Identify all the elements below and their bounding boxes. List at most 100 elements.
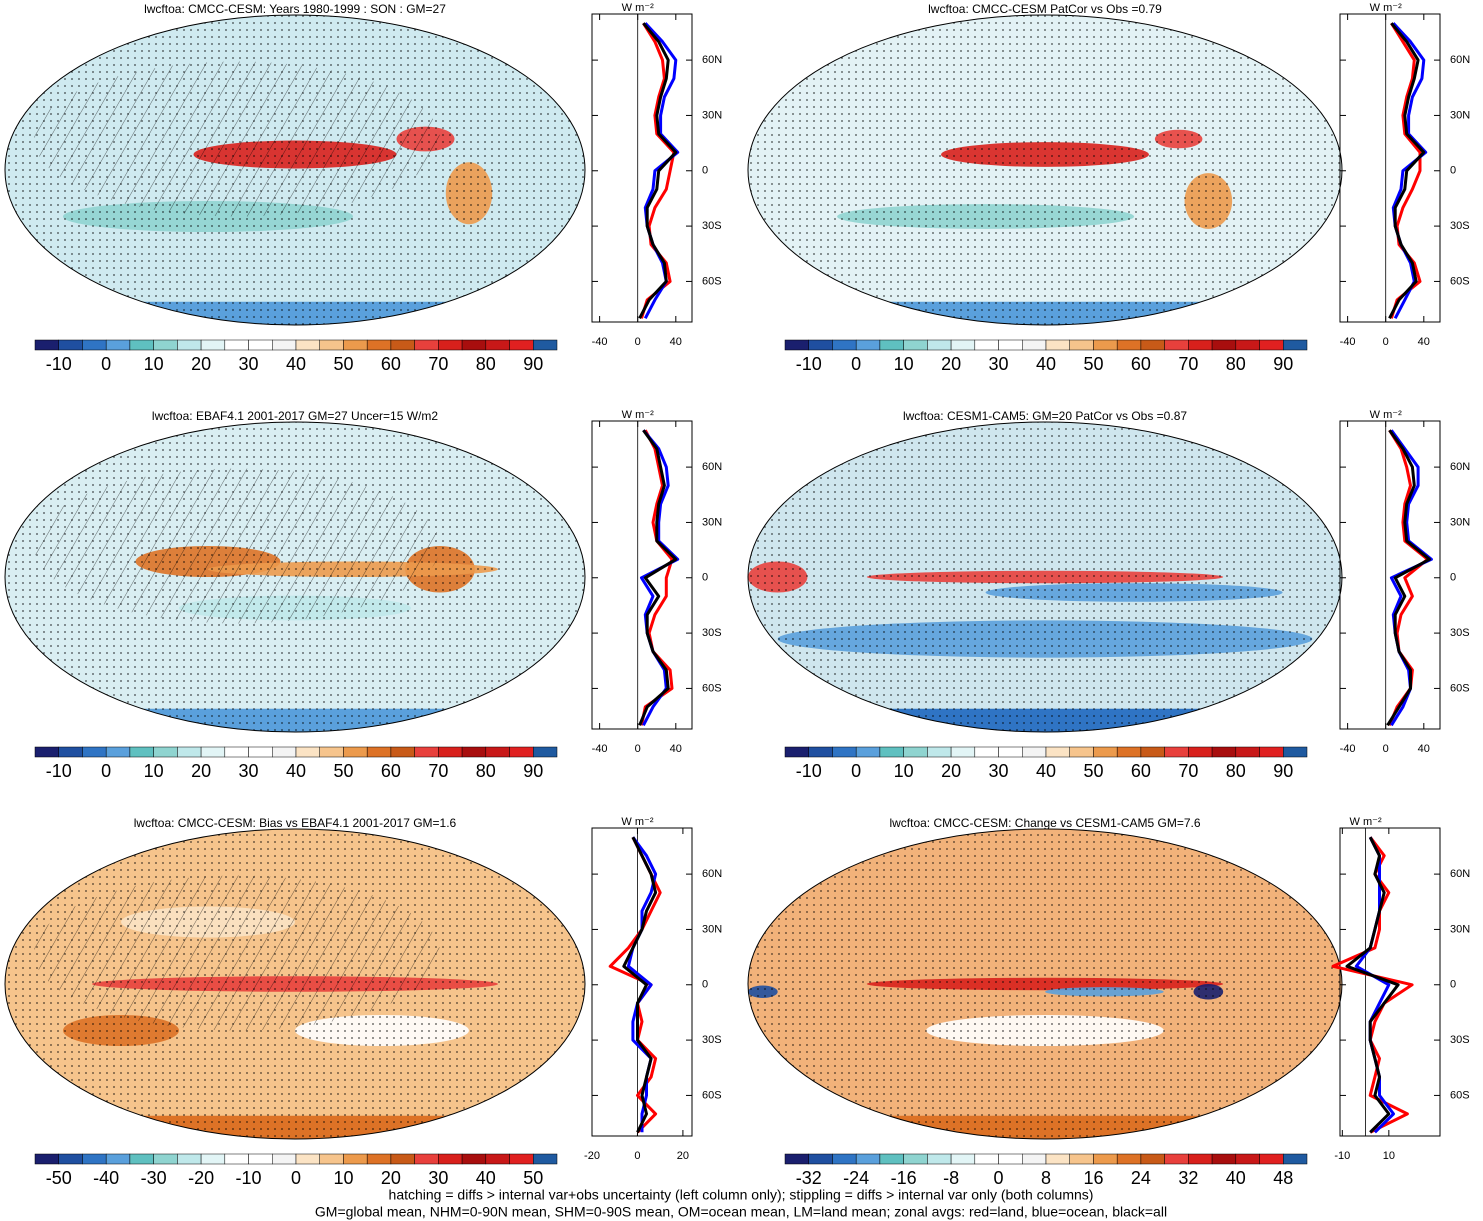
colorbar-box [1069,339,1094,351]
colorbar-box [1045,339,1070,351]
x-tick-label: 10 [1383,1150,1395,1162]
colorbar-box [461,339,487,351]
colorbar-label: 80 [476,761,496,781]
y-tick-label: 0 [1450,165,1456,177]
zonal-line [638,22,678,319]
colorbar-box [414,746,439,758]
x-tick-label: 20 [677,1150,689,1162]
y-tick-label: 60N [1450,54,1470,66]
colorbar-box [998,746,1023,758]
panel-title: lwcftoa: EBAF4.1 2001-2017 GM=27 Uncer=1… [152,409,438,423]
colorbar-label: 50 [523,1168,543,1188]
colorbar-label: -30 [141,1168,167,1188]
colorbar-box [927,746,952,758]
hatching [34,875,440,1031]
colorbar-label: 24 [1131,1168,1151,1188]
colorbar-box [927,339,952,351]
colorbar-box [177,1153,202,1165]
colorbar-box [461,746,487,758]
colorbar-box [832,746,857,758]
map [5,15,585,325]
map-outline [747,14,1343,326]
y-tick-label: 30S [702,627,722,639]
colorbar-box [808,1153,833,1165]
colorbar-box [1259,746,1284,758]
colorbar-label: 50 [1083,354,1103,374]
colorbar-box [1022,339,1047,351]
stippling [748,829,1342,1139]
colorbar-box [343,1153,368,1165]
colorbar-label: 30 [239,761,259,781]
colorbar-box [998,1153,1023,1165]
colorbar-box [1235,339,1260,351]
colorbar-label: 32 [1178,1168,1198,1188]
y-tick-label: 30N [702,109,722,121]
zonal-frame [591,13,693,323]
x-tick-label: 40 [670,336,682,348]
colorbar-box [414,339,439,351]
colorbar-label: 16 [1083,1168,1103,1188]
colorbar-box [950,1153,976,1165]
zonal-frame [591,420,693,730]
colorbar-box [82,339,107,351]
colorbar-box [224,339,249,351]
x-axis-label: W m⁻² [621,816,653,828]
colorbar-box [272,746,297,758]
colorbar-box [784,746,809,758]
colorbar-box [950,746,976,758]
colorbar-label: 20 [191,354,211,374]
colorbar-box [1211,339,1237,351]
colorbar-box [832,339,857,351]
colorbar-box [784,339,809,351]
colorbar-label: -10 [46,354,72,374]
colorbar-box [461,1153,487,1165]
colorbar-box [1022,1153,1047,1165]
x-axis-label: W m⁻² [1350,816,1382,828]
colorbar-box [200,1153,226,1165]
colorbar-box [1022,746,1047,758]
colorbar-box [1093,746,1118,758]
colorbar-label: 40 [286,761,306,781]
colorbar-box [129,339,154,351]
colorbar-box [903,746,928,758]
map [748,829,1342,1139]
colorbar-label: 40 [1036,761,1056,781]
colorbar-box [177,746,202,758]
colorbar-box [879,1153,904,1165]
map [748,15,1342,325]
colorbar-label: 60 [381,354,401,374]
colorbar-box [295,746,320,758]
colorbar-box [1283,746,1308,758]
colorbar-box [1116,339,1142,351]
colorbar-label: 60 [1131,761,1151,781]
zonal-line [640,22,676,319]
colorbar-box [34,339,59,351]
x-tick-label: -40 [592,743,608,755]
colorbar-label: 90 [523,354,543,374]
colorbar-box [129,746,154,758]
colorbar-box [438,746,463,758]
colorbar-label: 20 [941,761,961,781]
colorbar-label: 10 [333,1168,353,1188]
colorbar-box [438,339,463,351]
colorbar-box [1188,746,1213,758]
colorbar-label: 0 [851,761,861,781]
colorbar-box [485,746,510,758]
colorbar-box [200,746,226,758]
colorbar-box [366,746,392,758]
y-tick-label: 30N [1450,516,1470,528]
colorbar-box [272,339,297,351]
colorbar-label: -24 [843,1168,869,1188]
colorbar-label: 20 [941,354,961,374]
colorbar-box [153,746,178,758]
colorbar-label: 0 [101,761,111,781]
colorbar-label: 60 [1131,354,1151,374]
colorbar-box [272,1153,297,1165]
colorbar-label: 0 [101,354,111,374]
colorbar-box [1188,339,1213,351]
y-tick-label: 0 [702,572,708,584]
colorbar-label: 90 [1273,761,1293,781]
zonal-line [1331,836,1414,1134]
zonal-line [1391,22,1428,319]
